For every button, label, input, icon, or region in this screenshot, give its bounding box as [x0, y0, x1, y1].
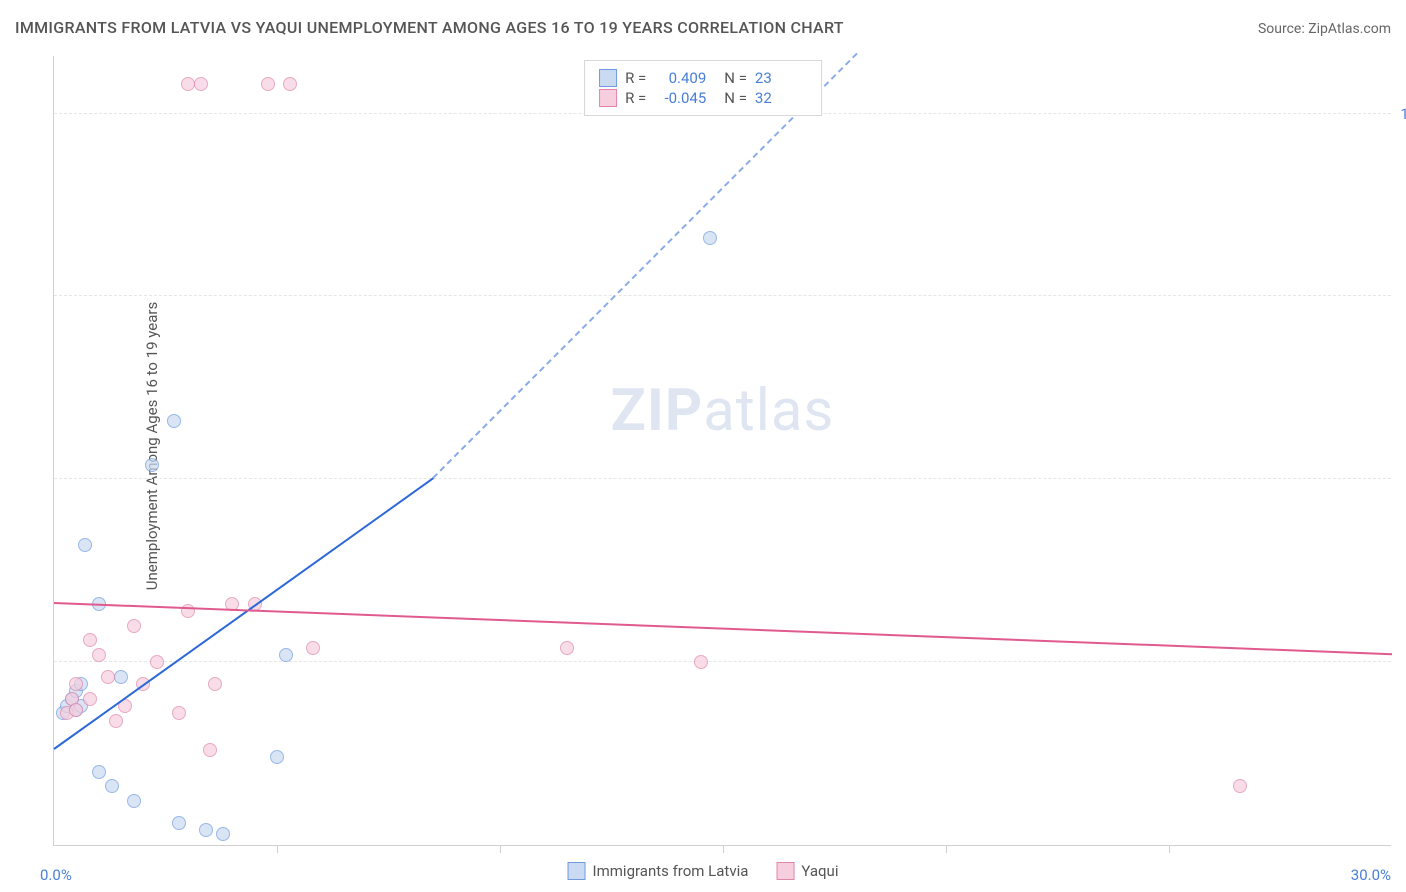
x-max-label: 30.0%: [1351, 866, 1391, 884]
data-point: [101, 670, 115, 684]
gridline: [54, 295, 1391, 296]
data-point: [69, 677, 83, 691]
data-point: [194, 77, 208, 91]
regression-line: [54, 602, 1392, 655]
legend-label: Yaqui: [801, 862, 838, 880]
data-point: [109, 714, 123, 728]
data-point: [92, 648, 106, 662]
stats-legend: R =0.409N =23 R =-0.045N =32: [584, 60, 822, 116]
legend-swatch: [776, 862, 794, 880]
data-point: [306, 641, 320, 655]
watermark: ZIPatlas: [611, 377, 835, 445]
source-label: Source: ZipAtlas.com: [1258, 21, 1391, 37]
data-point: [167, 414, 181, 428]
data-point: [92, 765, 106, 779]
scatter-plot: ZIPatlas 25.0%50.0%75.0%100.0%: [53, 56, 1391, 846]
data-point: [199, 823, 213, 837]
data-point: [261, 77, 275, 91]
data-point: [181, 77, 195, 91]
data-point: [1233, 779, 1247, 793]
x-tick: [1169, 845, 1170, 853]
legend-item: Yaqui: [776, 862, 838, 880]
data-point: [270, 750, 284, 764]
x-tick: [723, 845, 724, 853]
x-tick: [277, 845, 278, 853]
data-point: [172, 816, 186, 830]
data-point: [279, 648, 293, 662]
data-point: [208, 677, 222, 691]
data-point: [150, 655, 164, 669]
data-point: [114, 670, 128, 684]
data-point: [127, 619, 141, 633]
data-point: [145, 458, 159, 472]
data-point: [216, 827, 230, 841]
data-point: [703, 231, 717, 245]
chart-title: IMMIGRANTS FROM LATVIA VS YAQUI UNEMPLOY…: [15, 18, 844, 37]
regression-line: [432, 53, 857, 479]
stats-row: R =0.409N =23: [599, 69, 807, 87]
x-min-label: 0.0%: [40, 866, 72, 884]
data-point: [127, 794, 141, 808]
legend-swatch: [599, 69, 617, 87]
x-tick: [500, 845, 501, 853]
legend-label: Immigrants from Latvia: [593, 862, 749, 880]
x-tick: [946, 845, 947, 853]
data-point: [83, 692, 97, 706]
data-point: [83, 633, 97, 647]
bottom-legend: Immigrants from Latvia Yaqui: [568, 862, 839, 880]
data-point: [172, 706, 186, 720]
data-point: [694, 655, 708, 669]
data-point: [203, 743, 217, 757]
data-point: [283, 77, 297, 91]
data-point: [78, 538, 92, 552]
y-tick-label: 100.0%: [1400, 105, 1406, 123]
gridline: [54, 661, 1391, 662]
gridline: [54, 478, 1391, 479]
stats-row: R =-0.045N =32: [599, 89, 807, 107]
legend-swatch: [599, 89, 617, 107]
data-point: [105, 779, 119, 793]
data-point: [69, 703, 83, 717]
data-point: [560, 641, 574, 655]
legend-item: Immigrants from Latvia: [568, 862, 749, 880]
legend-swatch: [568, 862, 586, 880]
